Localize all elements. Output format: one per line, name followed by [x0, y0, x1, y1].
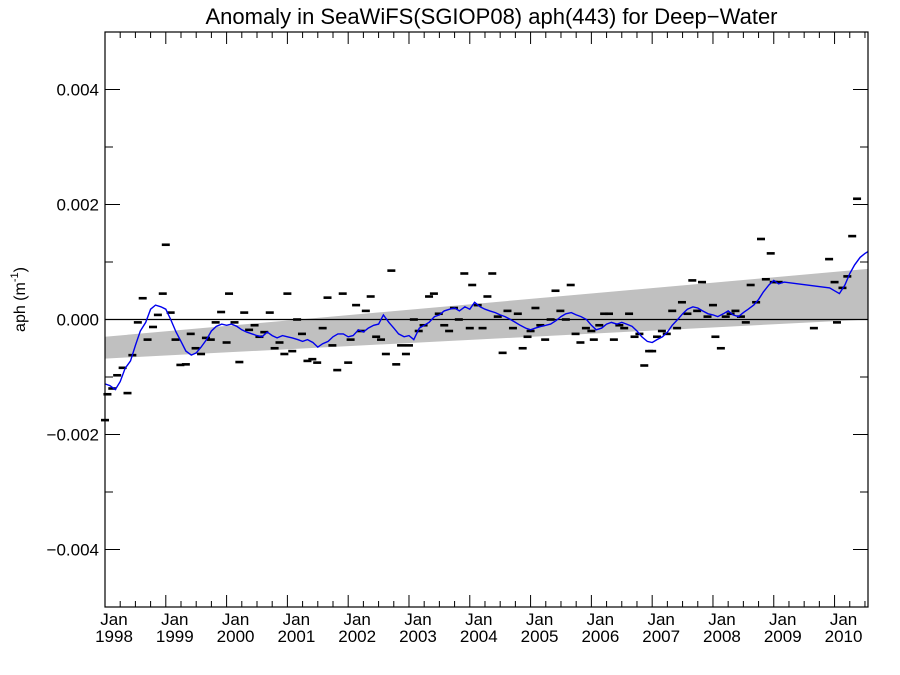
x-tick-year-label: 2006 [581, 627, 619, 646]
trend-confidence-band [105, 268, 868, 359]
y-axis-label-main: aph (m [12, 282, 29, 332]
x-tick-year-label: 2009 [764, 627, 802, 646]
x-tick-month-label: Jan [587, 610, 614, 629]
axis-ticks: 0.0040.0020.000−0.002−0.004Jan1998Jan199… [47, 31, 868, 646]
x-tick-month-label: Jan [283, 610, 310, 629]
x-tick-month-label: Jan [526, 610, 553, 629]
chart-title: Anomaly in SeaWiFS(SGIOP08) aph(443) for… [205, 4, 777, 29]
x-tick-year-label: 2001 [277, 627, 315, 646]
x-tick-year-label: 2007 [642, 627, 680, 646]
x-tick-year-label: 1999 [156, 627, 194, 646]
running-mean-series [104, 250, 869, 391]
x-tick-month-label: Jan [343, 610, 370, 629]
x-tick-year-label: 1998 [95, 627, 133, 646]
x-tick-month-label: Jan [222, 610, 249, 629]
x-tick-month-label: Jan [708, 610, 735, 629]
running-mean-line [104, 250, 869, 391]
x-tick-year-label: 2000 [217, 627, 255, 646]
x-tick-month-label: Jan [647, 610, 674, 629]
x-tick-month-label: Jan [100, 610, 127, 629]
x-tick-year-label: 2003 [399, 627, 437, 646]
y-tick-label: 0.004 [56, 81, 99, 100]
y-axis-label-close: ) [12, 267, 29, 272]
x-tick-month-label: Jan [465, 610, 492, 629]
x-tick-month-label: Jan [830, 610, 857, 629]
trend-band-area [105, 268, 868, 359]
x-tick-month-label: Jan [769, 610, 796, 629]
y-axis-label-superscript: -1 [9, 272, 21, 282]
x-tick-year-label: 2008 [703, 627, 741, 646]
y-axis-label: aph (m-1) [9, 267, 29, 332]
x-tick-year-label: 2002 [338, 627, 376, 646]
y-tick-label: 0.000 [56, 311, 99, 330]
y-tick-label: 0.002 [56, 196, 99, 215]
x-tick-year-label: 2010 [825, 627, 863, 646]
y-tick-label: −0.002 [47, 426, 99, 445]
x-tick-year-label: 2005 [521, 627, 559, 646]
x-tick-year-label: 2004 [460, 627, 498, 646]
monthly-anomaly-points [101, 197, 862, 422]
y-tick-label: −0.004 [47, 541, 99, 560]
x-tick-month-label: Jan [404, 610, 431, 629]
x-tick-month-label: Jan [161, 610, 188, 629]
